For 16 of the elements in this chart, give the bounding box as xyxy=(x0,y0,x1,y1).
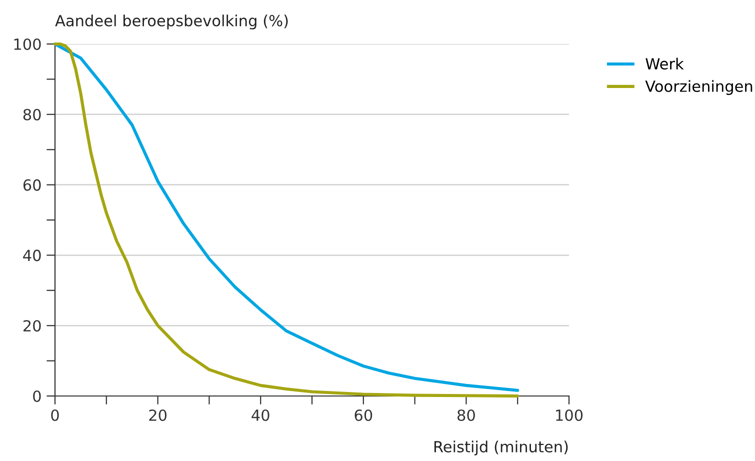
x-tick-label: 60 xyxy=(354,409,372,422)
legend-label: Werk xyxy=(646,58,684,70)
y-tick-label: 100 xyxy=(14,38,41,50)
y-axis-title: Aandeel beroepsbevolking (%) xyxy=(55,14,288,30)
x-axis-title: Reistijd (minuten) xyxy=(434,440,568,456)
x-tick-label: 0 xyxy=(51,409,59,422)
y-tick-label: 60 xyxy=(23,179,41,191)
y-tick-label: 80 xyxy=(23,108,41,120)
x-tick-label: 40 xyxy=(252,409,270,422)
y-tick-label: 40 xyxy=(23,250,41,262)
y-tick-label: 20 xyxy=(23,320,41,332)
legend-label: Voorzieningen xyxy=(645,80,752,95)
x-tick-label: 100 xyxy=(556,409,583,422)
y-tick-label: 0 xyxy=(33,390,41,402)
x-tick-label: 80 xyxy=(458,409,475,422)
x-tick-label: 20 xyxy=(149,409,167,422)
